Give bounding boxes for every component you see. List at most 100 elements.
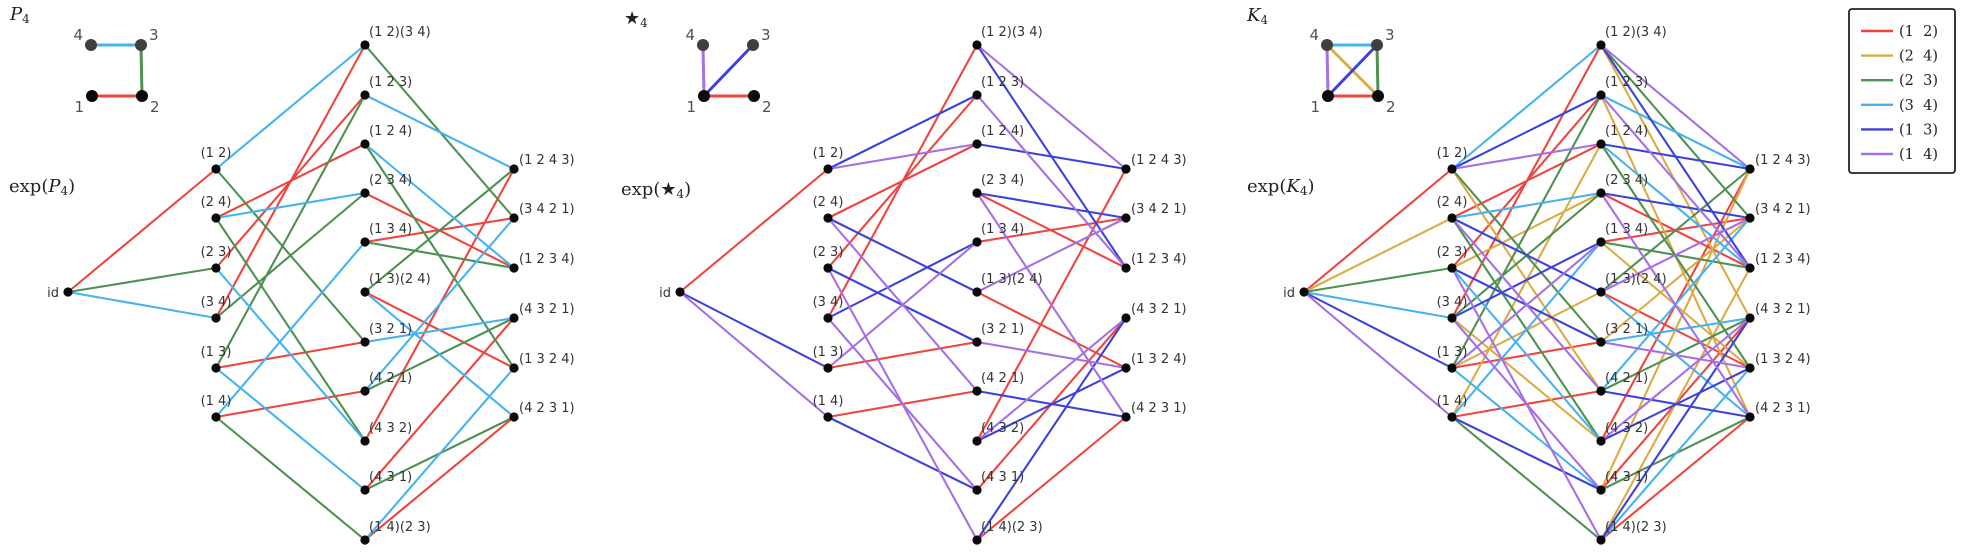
perm-node-label: (1 2 4 3)	[1755, 153, 1811, 168]
cayley-edge-t12	[826, 43, 979, 320]
perm-node-label: (3 4)	[201, 295, 232, 310]
cayley-edge-t34	[1599, 366, 1752, 542]
cayley-edge-t14	[975, 93, 1128, 270]
perm-node-(4 3 2 1)	[1121, 313, 1131, 323]
perm-node-(1 3)	[1447, 363, 1457, 373]
generator-vertex-label-3: 3	[149, 26, 159, 44]
perm-node-label: (1 3)(2 4)	[369, 272, 431, 287]
legend-label-t12: (1 2)	[1899, 24, 1938, 40]
cayley-edge-t34	[214, 191, 367, 220]
perm-node-label: (2 3 4)	[1605, 173, 1648, 188]
perm-node-(1 3 2 4)	[509, 363, 519, 373]
generator-vertex-label-3: 3	[1385, 26, 1395, 44]
perm-node-label: id	[47, 286, 59, 301]
cayley-edge-t34	[1450, 43, 1603, 171]
panel-exp-label-star4: exp(★4)	[621, 179, 691, 201]
legend-label-t34: (3 4)	[1899, 98, 1938, 114]
cayley-edge-t12	[214, 389, 367, 419]
perm-node-id	[63, 287, 73, 297]
cayley-edge-t24	[1450, 316, 1603, 443]
cayley-edge-t13	[1450, 93, 1603, 171]
cayley-edge-t12	[363, 415, 516, 542]
perm-node-(4 3 1)	[972, 485, 982, 495]
cayley-edge-t23	[214, 93, 367, 370]
cayley-edge-t13	[826, 216, 979, 294]
perm-node-label: (4 2 1)	[1605, 371, 1648, 386]
perm-node-(1 2)	[1447, 164, 1457, 174]
cayley-edge-t14	[1599, 43, 1752, 171]
cayley-edge-t13	[826, 415, 979, 492]
legend-label-t14: (1 4)	[1899, 147, 1938, 163]
cayley-edge-t34	[1450, 240, 1603, 419]
perm-node-label: (1 2)(3 4)	[1605, 25, 1667, 40]
cayley-edge-t13	[975, 142, 1128, 171]
panel-exp-label-P4: exp(P4)	[9, 176, 75, 198]
perm-node-label: (1 2 3 4)	[1755, 252, 1811, 267]
cayley-edge-t24	[1302, 216, 1454, 294]
perm-node-(2 4)	[211, 213, 221, 223]
perm-node-label: (1 4)	[1437, 394, 1468, 409]
generator-graph-star4: 1 2 3 4	[685, 26, 771, 116]
cayley-edge-t13	[678, 290, 830, 370]
perm-node-(1 3 4)	[1596, 237, 1606, 247]
perm-node-(3 4)	[211, 313, 221, 323]
perm-node-label: (1 2 4)	[1605, 124, 1648, 139]
perm-node-(1 2 4 3)	[509, 164, 519, 174]
perm-node-(4 2 3 1)	[1121, 412, 1131, 422]
perm-node-label: (1 4)(2 3)	[1605, 520, 1667, 535]
perm-node-id	[675, 287, 685, 297]
perm-node-label: (1 4)(2 3)	[981, 520, 1043, 535]
cayley-edge-t34	[214, 266, 367, 443]
generator-vertex-label-2: 2	[1386, 98, 1396, 116]
perm-node-label: (4 3 2)	[981, 421, 1024, 436]
cayley-edge-t13	[1450, 415, 1603, 492]
generator-vertex-2	[136, 90, 148, 102]
cayley-edge-t23	[363, 167, 516, 294]
cayley-edge-t34	[363, 93, 516, 171]
perm-node-label: (1 3 2 4)	[519, 352, 575, 367]
cayley-edge-t34	[1302, 290, 1454, 320]
cayley-edge-t34	[214, 240, 367, 419]
perm-node-label: (4 3 2 1)	[1755, 302, 1811, 317]
perm-node-(3 4)	[823, 313, 833, 323]
perm-node-label: (2 3 4)	[981, 173, 1024, 188]
perm-node-(1 3)	[211, 363, 221, 373]
cayley-edge-t34	[363, 366, 516, 542]
generator-vertex-label-4: 4	[685, 26, 695, 44]
perm-node-label: (2 3)	[201, 245, 232, 260]
perm-node-(1 3)(2 4)	[972, 287, 982, 297]
perm-node-(2 3)	[823, 263, 833, 273]
perm-node-label: (1 3 4)	[1605, 222, 1648, 237]
perm-node-label: (4 2 1)	[981, 371, 1024, 386]
cayley-edge-t13	[975, 191, 1128, 220]
generator-vertex-2	[748, 90, 760, 102]
perm-node-label: (2 3)	[1437, 245, 1468, 260]
perm-node-id	[1299, 287, 1309, 297]
perm-node-(1 3 4)	[360, 237, 370, 247]
perm-node-label: id	[659, 286, 671, 301]
perm-node-(4 3 2 1)	[1745, 313, 1755, 323]
perm-node-label: (2 3)	[813, 245, 844, 260]
perm-node-label: (4 3 1)	[369, 470, 412, 485]
perm-node-label: (1 3)(2 4)	[981, 272, 1043, 287]
perm-node-label: (1 2)	[813, 146, 844, 161]
perm-node-label: (1 2)	[201, 146, 232, 161]
perm-node-label: (1 4)	[201, 394, 232, 409]
legend-box	[1848, 8, 1956, 174]
perm-node-(2 4)	[823, 213, 833, 223]
perm-node-(1 4)	[211, 412, 221, 422]
perm-node-label: (2 4)	[201, 195, 232, 210]
cayley-edge-t23	[66, 266, 218, 294]
panel-star4: ★4 exp(★4) 1 2 3 4 id (1 2) (2 4) (2 3) (3 4) (1 3)…	[621, 8, 1187, 545]
perm-node-label: id	[1283, 286, 1295, 301]
cayley-edge-t34	[363, 142, 516, 270]
cayley-edge-t12	[1450, 43, 1603, 320]
perm-node-label: (4 3 2)	[369, 421, 412, 436]
cayley-edge-t14	[1599, 316, 1752, 443]
cayley-edge-t12	[678, 167, 830, 294]
perm-node-(1 2 4)	[972, 139, 982, 149]
generator-vertex-label-4: 4	[1309, 26, 1319, 44]
cayley-edge-t13	[826, 93, 979, 171]
perm-node-label: (4 3 2 1)	[1131, 302, 1187, 317]
perm-node-label: (4 3 1)	[1605, 470, 1648, 485]
